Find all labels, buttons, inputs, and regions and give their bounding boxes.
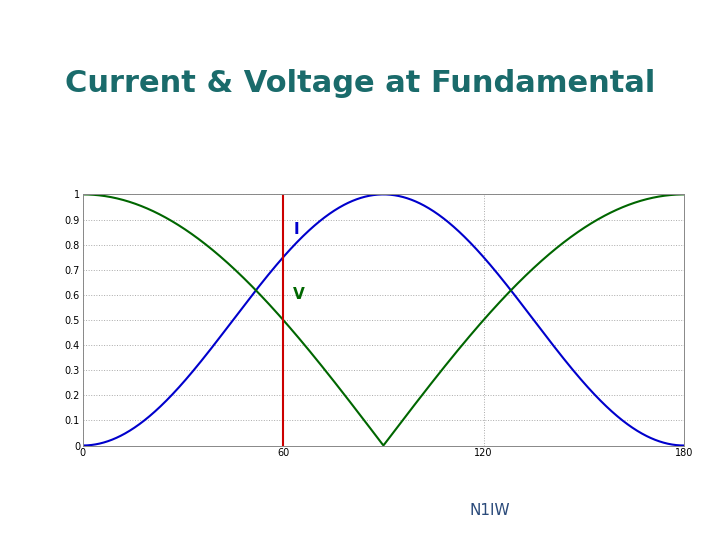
Text: N1IW: N1IW — [469, 503, 510, 518]
Text: V: V — [293, 287, 305, 302]
Text: I: I — [293, 222, 299, 237]
Text: Current & Voltage at Fundamental: Current & Voltage at Fundamental — [65, 69, 655, 98]
